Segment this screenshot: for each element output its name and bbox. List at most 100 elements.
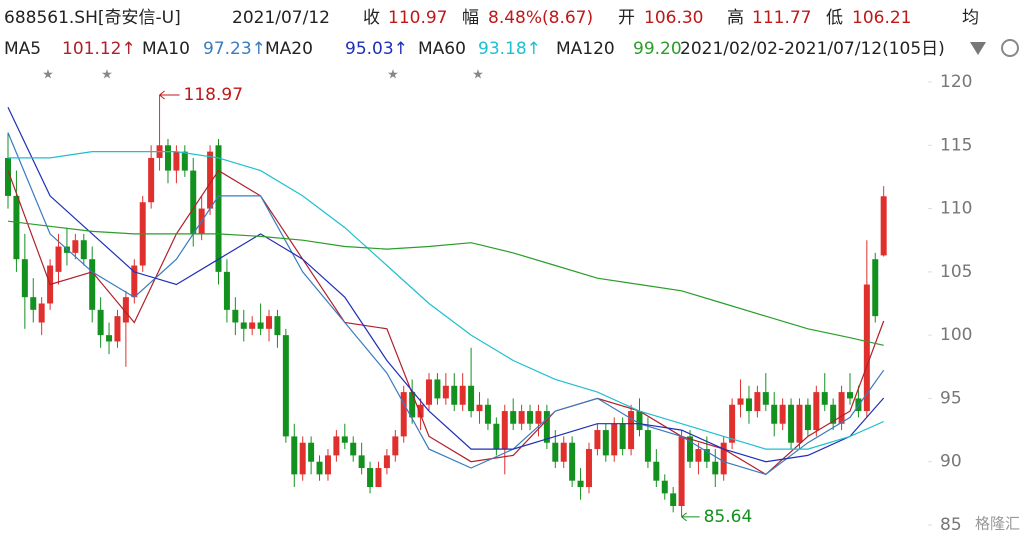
candle-body (577, 480, 584, 488)
candle-body (173, 151, 180, 171)
max-pointer (159, 90, 180, 100)
candle-body (771, 404, 778, 424)
candle-body (670, 493, 677, 507)
header-high: 111.77 (752, 8, 811, 28)
stars: ★ ★ ★ ★ (42, 68, 484, 83)
ma-line (7, 169, 885, 476)
candle-body (687, 436, 694, 462)
candle-body (106, 335, 113, 342)
candle-body (619, 423, 626, 450)
candle-body (628, 411, 635, 450)
candle-body (417, 404, 424, 418)
candle-body (114, 316, 121, 342)
candle-body (358, 455, 365, 469)
candle-body (442, 385, 449, 399)
candle-body (89, 259, 96, 310)
candle-body (484, 404, 491, 424)
candle-body (434, 379, 441, 399)
candle-body (543, 411, 550, 443)
candle-body (594, 430, 601, 450)
candle-body (838, 392, 845, 424)
candle-body (527, 411, 534, 424)
candle-body (821, 392, 828, 405)
candle-body (190, 170, 197, 234)
candle-body (653, 461, 660, 481)
candle-body (737, 398, 744, 405)
candle-body (459, 385, 466, 405)
candle-body (745, 398, 752, 412)
ma-line (7, 132, 885, 476)
candle-body (569, 442, 576, 481)
candle-body (215, 145, 222, 272)
candle-body (863, 284, 870, 412)
candle-body (796, 404, 803, 443)
candle-body (181, 151, 188, 171)
min-label: 85.64 (704, 507, 753, 527)
header-avg-label: 均 (962, 8, 979, 28)
candle-body (729, 404, 736, 443)
legend-label: MA60 (418, 39, 466, 59)
candle-body (291, 436, 298, 475)
candle-body (266, 316, 273, 329)
candle-body (678, 436, 685, 507)
candle-body (804, 404, 811, 431)
candle-body (207, 151, 214, 209)
candle-body (249, 322, 256, 329)
legend-value: 101.12↑ (62, 39, 136, 59)
candle-body (148, 157, 155, 203)
candle-body (400, 392, 407, 437)
candle-body (872, 259, 879, 317)
y-tick-label: 90 (940, 452, 962, 472)
y-tick-label: 120 (940, 72, 972, 92)
header-open-label: 开 (618, 8, 635, 28)
header-change-label: 幅 (462, 8, 479, 28)
candle-body (847, 392, 853, 399)
candle-body (830, 404, 837, 424)
svg-text:★: ★ (42, 68, 54, 83)
candle-body (636, 411, 643, 431)
candle-body (779, 404, 786, 424)
legend-label: MA20 (265, 39, 313, 59)
ma-line (7, 107, 885, 463)
y-tick-label: 110 (940, 199, 972, 219)
candle-body (5, 157, 11, 196)
candle-body (282, 335, 289, 437)
candle-body (299, 442, 306, 475)
candle-body (644, 430, 651, 462)
candle-body (426, 379, 432, 405)
candle-body (308, 442, 315, 462)
candle-body (240, 322, 247, 329)
header-symbol: 688561.SH[奇安信-U] (4, 8, 181, 28)
candle-body (501, 411, 508, 450)
legend-value: 97.23↑ (203, 39, 266, 59)
dropdown-icon[interactable] (970, 42, 986, 55)
header-date: 2021/07/12 (232, 8, 330, 28)
header-open: 106.30 (644, 8, 703, 28)
date-range: 2021/02/02-2021/07/12(105日) (680, 39, 945, 59)
candle-body (38, 303, 45, 323)
candle-body (493, 423, 500, 450)
candle-body (392, 436, 399, 456)
candle-body (324, 455, 331, 475)
candle-body (703, 449, 710, 462)
candle-body (535, 411, 542, 424)
legend-label: MA5 (4, 39, 41, 59)
legend-value: 99.20 (633, 39, 682, 59)
ma-line (8, 151, 884, 450)
y-tick-label: 105 (940, 262, 972, 282)
candle-body (257, 322, 264, 329)
candle-body (72, 240, 79, 253)
candle-body (712, 461, 719, 475)
candle-body (131, 265, 138, 298)
header-close: 110.97 (388, 8, 447, 28)
candle-body (880, 196, 887, 256)
header-close-label: 收 (363, 8, 380, 28)
candle-body (341, 436, 348, 443)
legend-value: 93.18↑ (478, 39, 541, 59)
header-change: 8.48%(8.67) (488, 8, 593, 28)
wrench-icon[interactable] (1001, 39, 1019, 57)
candle-body (476, 404, 483, 412)
candle-body (451, 385, 458, 405)
svg-text:★: ★ (387, 68, 399, 83)
candle-body (21, 259, 28, 298)
